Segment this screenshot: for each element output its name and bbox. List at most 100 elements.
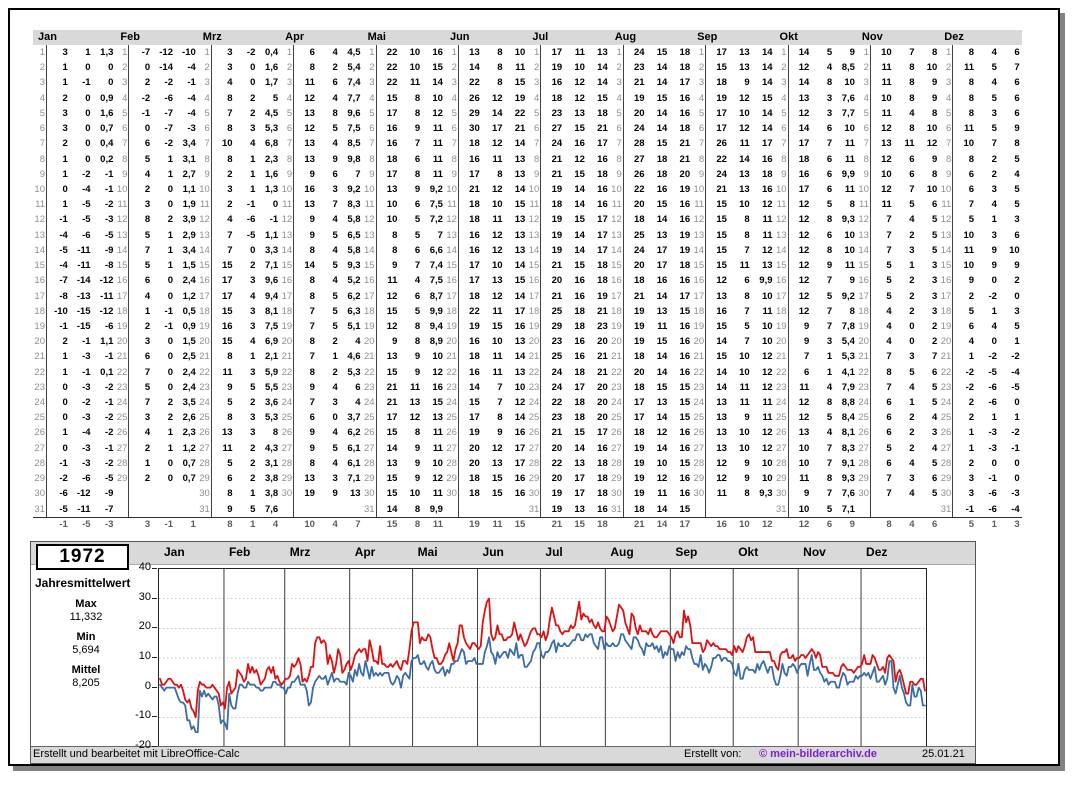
cell-max[interactable]: 18: [716, 77, 727, 89]
cell-mean[interactable]: 16: [679, 199, 691, 211]
cell-min[interactable]: 1: [250, 153, 256, 165]
cell-min[interactable]: 9: [826, 260, 833, 272]
cell-day[interactable]: 22: [775, 364, 789, 380]
cell-day[interactable]: 30: [857, 486, 871, 502]
cell-day[interactable]: [445, 501, 459, 517]
cell-min[interactable]: 0: [85, 138, 91, 150]
cell-mean[interactable]: 21: [597, 351, 608, 363]
cell-max[interactable]: 1: [62, 351, 68, 363]
cell-day[interactable]: 23: [610, 379, 624, 396]
cell-day[interactable]: 16: [115, 273, 130, 289]
cell-min[interactable]: 13: [491, 275, 503, 287]
cell-day[interactable]: 17: [445, 288, 459, 304]
cell-min[interactable]: -12: [159, 47, 173, 58]
cell-day[interactable]: 30: [775, 486, 789, 502]
cell-mean[interactable]: 10: [926, 62, 938, 74]
cell-min[interactable]: -7: [164, 107, 173, 119]
cell-min[interactable]: 3: [826, 92, 833, 104]
cell-max[interactable]: 15: [716, 351, 727, 363]
summary-min[interactable]: 1: [991, 518, 997, 530]
cell-min[interactable]: 8: [332, 107, 338, 119]
cell-day[interactable]: 9: [857, 166, 871, 182]
cell-day[interactable]: 24: [939, 395, 954, 411]
cell-mean[interactable]: 15: [679, 381, 691, 393]
cell-min[interactable]: 2: [167, 412, 173, 424]
cell-mean[interactable]: 10: [432, 92, 443, 104]
month-header-cell[interactable]: Jun: [444, 30, 528, 45]
cell-day[interactable]: 3: [363, 75, 377, 91]
cell-day[interactable]: 18: [775, 303, 789, 319]
cell-mean[interactable]: 9: [932, 92, 938, 104]
cell-mean[interactable]: 6,2: [347, 427, 361, 439]
cell-day[interactable]: 6: [857, 121, 871, 137]
cell-max[interactable]: -2: [59, 473, 68, 485]
cell-max[interactable]: 13: [304, 138, 315, 150]
cell-mean[interactable]: 12: [761, 351, 773, 363]
cell-min[interactable]: 4: [909, 457, 915, 469]
cell-max[interactable]: 13: [716, 442, 727, 454]
cell-max[interactable]: 8: [886, 366, 892, 378]
cell-day[interactable]: 12: [775, 212, 789, 228]
cell-day[interactable]: 20: [445, 334, 459, 350]
cell-mean[interactable]: 18: [597, 457, 608, 469]
cell-mean[interactable]: 1,3: [100, 47, 114, 58]
cell-max[interactable]: 10: [386, 214, 398, 226]
cell-min[interactable]: 14: [574, 244, 585, 256]
cell-min[interactable]: 6: [826, 168, 833, 180]
cell-max[interactable]: 2: [144, 77, 151, 89]
cell-mean[interactable]: 0: [272, 199, 279, 211]
cell-mean[interactable]: 11: [432, 168, 443, 180]
cell-min[interactable]: 6: [332, 168, 338, 180]
cell-min[interactable]: 6: [826, 123, 833, 135]
cell-max[interactable]: 12: [716, 275, 727, 287]
cell-mean[interactable]: 8: [932, 168, 938, 180]
cell-max[interactable]: 26: [469, 92, 480, 104]
cell-min[interactable]: 0: [167, 381, 173, 393]
cell-min[interactable]: 8: [414, 503, 421, 515]
cell-day[interactable]: 22: [939, 364, 954, 380]
cell-min[interactable]: 9: [744, 457, 750, 469]
cell-day[interactable]: 28: [692, 455, 707, 472]
cell-day[interactable]: 21: [610, 349, 624, 365]
cell-mean[interactable]: 13: [514, 336, 526, 348]
cell-min[interactable]: 1: [909, 397, 915, 409]
cell-day[interactable]: 2: [33, 60, 47, 76]
cell-max[interactable]: 29: [551, 320, 563, 332]
cell-mean[interactable]: 15: [679, 503, 691, 515]
cell-min[interactable]: 6: [909, 168, 915, 180]
cell-max[interactable]: 3: [144, 336, 151, 348]
cell-mean[interactable]: 19: [679, 244, 691, 256]
cell-min[interactable]: 0: [167, 290, 173, 302]
cell-max[interactable]: 2: [144, 320, 151, 332]
cell-min[interactable]: 12: [409, 412, 421, 424]
cell-mean[interactable]: 11: [762, 214, 773, 226]
cell-min[interactable]: 6: [909, 153, 915, 165]
cell-min[interactable]: 7: [414, 260, 421, 272]
cell-mean[interactable]: 7,5: [347, 123, 361, 135]
cell-mean[interactable]: 12: [761, 442, 773, 454]
cell-min[interactable]: 14: [656, 442, 668, 454]
cell-mean[interactable]: 9,4: [429, 320, 443, 332]
cell-max[interactable]: 13: [798, 427, 810, 439]
cell-day[interactable]: 2: [692, 60, 707, 76]
cell-day[interactable]: 1: [33, 45, 47, 61]
cell-day[interactable]: 25: [775, 410, 789, 426]
cell-min[interactable]: -3: [82, 442, 91, 454]
cell-day[interactable]: 28: [857, 455, 871, 472]
cell-mean[interactable]: 8,3: [347, 199, 361, 211]
cell-day[interactable]: 29: [775, 471, 789, 487]
cell-mean[interactable]: 10: [761, 336, 773, 348]
cell-min[interactable]: 14: [656, 351, 668, 363]
cell-max[interactable]: 15: [222, 260, 233, 272]
cell-day[interactable]: 22: [115, 364, 130, 380]
cell-day[interactable]: 4: [280, 90, 295, 106]
cell-min[interactable]: 3: [909, 473, 915, 485]
cell-max[interactable]: 18: [386, 153, 398, 165]
cell-max[interactable]: 15: [716, 214, 727, 226]
cell-min[interactable]: -4: [82, 183, 91, 195]
summary-mean[interactable]: 7: [355, 518, 361, 530]
cell-min[interactable]: 2: [332, 366, 338, 378]
cell-max[interactable]: 13: [386, 457, 398, 469]
cell-max[interactable]: 13: [881, 138, 892, 150]
cell-min[interactable]: 1: [167, 168, 173, 180]
